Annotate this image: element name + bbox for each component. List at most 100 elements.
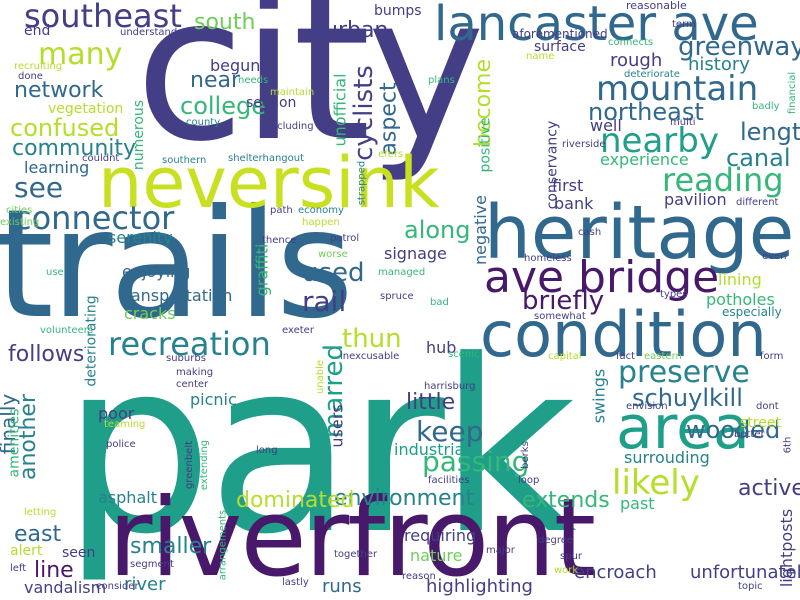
word-urban: urban xyxy=(324,18,389,43)
word-managed: managed xyxy=(378,267,426,278)
word-enjoying: first xyxy=(552,176,584,195)
word-riverside: riverside xyxy=(562,139,606,150)
word-serenity: pavilion xyxy=(664,190,727,209)
word-spur: spur xyxy=(560,551,583,562)
word-worse: worse xyxy=(318,249,348,260)
word-suburbs: suburbs xyxy=(166,353,206,364)
word-hub: transportation xyxy=(118,286,233,305)
word-swings: cyclists xyxy=(348,65,379,161)
word-name: name xyxy=(526,51,555,62)
word-berks: berks xyxy=(519,441,531,469)
word-street: aspect xyxy=(376,82,402,156)
word-loop: loop xyxy=(518,475,540,486)
word-amenities: amenities xyxy=(6,408,23,478)
word-dont: dont xyxy=(756,401,779,412)
word-signage: bank xyxy=(554,194,594,213)
word-financial: financial xyxy=(787,71,799,115)
word-aspect: requiring xyxy=(404,526,477,545)
word-nature: surrouding xyxy=(624,448,710,467)
word-different: different xyxy=(736,197,779,208)
word-transportation: serenity xyxy=(108,228,173,247)
word-understand: understand xyxy=(120,27,178,38)
word-see: see xyxy=(14,171,64,204)
word-south: south xyxy=(194,10,256,35)
word-long: long xyxy=(256,445,278,456)
word-recreation: recreation xyxy=(108,325,271,363)
word-teaming: teaming xyxy=(104,419,146,430)
word-maintain: maintain xyxy=(270,87,315,98)
word-keep: keep xyxy=(416,415,484,448)
word-nearby: nearby xyxy=(600,121,719,161)
word-finally: nature xyxy=(410,546,463,565)
word-many: many xyxy=(38,37,123,72)
word-thun: thun xyxy=(342,324,402,354)
word-vandalism: encroach xyxy=(574,562,657,583)
word-become: industrial xyxy=(394,440,469,459)
word-strapped: strapped xyxy=(356,160,368,206)
word-graffiti: graffiti xyxy=(252,243,272,297)
word-plans: plans xyxy=(428,75,455,86)
word-east: smaller xyxy=(130,534,212,559)
word-southern: southern xyxy=(162,155,207,166)
word-arrangements: arrangements xyxy=(217,509,229,581)
word-river: line xyxy=(34,558,74,583)
word-efers: efers xyxy=(378,149,404,160)
word-6th: 6th xyxy=(782,436,794,454)
word-letting: letting xyxy=(24,507,57,518)
word-history: history xyxy=(688,54,750,75)
word-section: bumps xyxy=(374,3,422,19)
word-active: dominated xyxy=(236,488,355,513)
word-eastern: eastern xyxy=(644,351,682,362)
word-bad: bad xyxy=(430,297,449,308)
word-neversink: neversink xyxy=(98,142,440,224)
word-another: vandalism xyxy=(24,578,107,597)
word-condition: condition xyxy=(480,298,767,371)
word-length: length xyxy=(740,118,800,146)
word-past: poor xyxy=(98,404,135,423)
word-connects: connects xyxy=(608,37,654,48)
word-cyclists: asphalt xyxy=(98,488,157,507)
word-experience: positive xyxy=(477,117,494,173)
word-scenic: scenic xyxy=(448,349,480,360)
word-encroach: runs xyxy=(322,576,362,597)
word-badly: badly xyxy=(752,101,780,112)
word-needs: needs xyxy=(238,75,269,86)
word-alert: alert xyxy=(10,543,43,559)
word-reading: reading xyxy=(662,161,784,199)
word-work: work xyxy=(554,565,579,576)
word-surrouding: picnic xyxy=(190,390,237,409)
word-volunteers: volunteers xyxy=(40,325,94,336)
word-conservancy: especially xyxy=(722,305,782,319)
word-extends: environment xyxy=(334,486,475,511)
word-mountain: mountain xyxy=(596,69,759,109)
word-poor: signage xyxy=(384,244,447,263)
word-near: near xyxy=(190,68,241,93)
word-center: center xyxy=(176,379,209,390)
word-surface: vegetation xyxy=(48,101,124,117)
word-inexcusable: inexcusable xyxy=(340,351,400,362)
word-negative: lining xyxy=(718,270,762,289)
word-potholes: swings xyxy=(589,368,609,424)
word-runs: east xyxy=(14,522,62,547)
word-industrial: users xyxy=(327,404,347,448)
word-unfortunately: highlighting xyxy=(426,576,533,597)
word-extending: extending xyxy=(199,439,211,491)
word-along: along xyxy=(404,216,471,244)
word-better: better xyxy=(734,429,765,440)
word-marred: unfortunately xyxy=(690,562,800,583)
word-patrol: patrol xyxy=(330,233,360,244)
word-use: use xyxy=(46,267,64,278)
word-deteriorating: deteriorating xyxy=(83,295,100,387)
word-topic: topic xyxy=(738,581,763,592)
word-greenbelt: greenbelt xyxy=(184,440,196,490)
word-envision: envision xyxy=(626,401,668,412)
word-especially: lightposts xyxy=(777,508,797,588)
word-consider: consider xyxy=(96,581,139,592)
word-canal: canal xyxy=(726,144,791,172)
word-wooded: wooded xyxy=(686,416,781,444)
word-county: county xyxy=(186,117,221,128)
word-network: network xyxy=(14,78,104,103)
word-harrisburg: harrisburg xyxy=(424,381,476,392)
word-making: making xyxy=(176,367,214,378)
